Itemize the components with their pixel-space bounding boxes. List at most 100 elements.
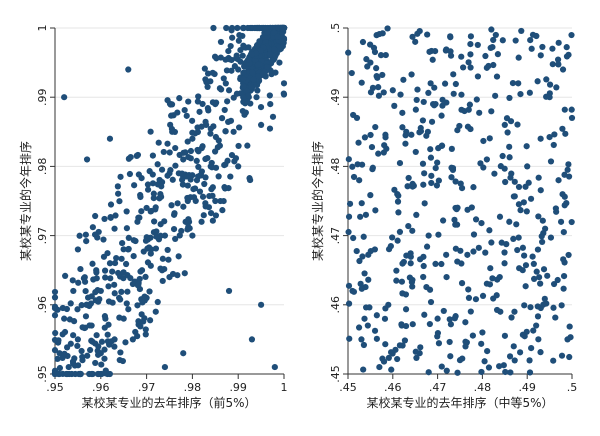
data-point-left bbox=[76, 232, 83, 239]
data-point-left bbox=[266, 92, 273, 99]
data-point-left bbox=[237, 46, 244, 54]
data-point-left bbox=[185, 98, 192, 105]
data-point-right bbox=[507, 369, 514, 376]
data-point-left bbox=[142, 326, 149, 333]
data-point-right bbox=[359, 161, 366, 168]
y-tick-label-left: 1 bbox=[36, 25, 49, 32]
data-point-left bbox=[134, 302, 141, 309]
data-point-left bbox=[222, 128, 229, 135]
data-point-left bbox=[101, 313, 109, 320]
data-point-left bbox=[161, 218, 168, 225]
data-point-left bbox=[164, 97, 171, 104]
data-point-left bbox=[74, 342, 81, 350]
data-point-left bbox=[77, 265, 84, 273]
data-point-right bbox=[555, 39, 562, 46]
data-point-left bbox=[168, 202, 175, 209]
data-point-left bbox=[267, 101, 274, 108]
data-point-right bbox=[474, 73, 482, 80]
data-point-left bbox=[223, 24, 230, 32]
data-point-left bbox=[125, 245, 132, 253]
data-point-right bbox=[494, 276, 501, 283]
data-point-left bbox=[247, 176, 254, 184]
data-point-left bbox=[147, 128, 154, 135]
data-point-left bbox=[171, 210, 178, 217]
data-point-right bbox=[522, 183, 529, 190]
data-point-right bbox=[420, 98, 427, 106]
data-point-right bbox=[533, 32, 540, 40]
data-point-right bbox=[511, 357, 518, 364]
data-point-right bbox=[375, 92, 383, 99]
data-point-right bbox=[360, 233, 367, 240]
data-point-right bbox=[475, 244, 482, 251]
data-point-right bbox=[478, 219, 485, 227]
data-point-right bbox=[534, 313, 542, 320]
data-point-left bbox=[228, 67, 235, 74]
data-point-right bbox=[405, 174, 412, 182]
data-point-right bbox=[519, 331, 526, 338]
x-tick-label-left: .95 bbox=[46, 381, 64, 394]
data-point-right bbox=[568, 106, 575, 113]
data-point-left bbox=[81, 274, 88, 281]
data-point-right bbox=[487, 265, 494, 272]
data-point-left bbox=[278, 24, 286, 32]
data-point-left bbox=[204, 154, 211, 162]
data-point-left bbox=[125, 234, 132, 242]
data-point-right bbox=[496, 363, 503, 370]
data-point-left bbox=[198, 218, 205, 225]
data-point-right bbox=[541, 295, 548, 302]
data-point-left bbox=[93, 332, 100, 339]
data-point-right bbox=[499, 37, 506, 44]
data-point-right bbox=[355, 139, 362, 146]
data-point-right bbox=[507, 174, 514, 181]
data-point-right bbox=[568, 114, 576, 122]
data-point-right bbox=[549, 45, 556, 52]
data-point-right bbox=[473, 96, 480, 103]
data-point-right bbox=[486, 135, 493, 142]
data-point-right bbox=[395, 192, 402, 199]
data-point-left bbox=[94, 234, 101, 241]
data-point-right bbox=[438, 260, 445, 268]
data-point-right bbox=[432, 100, 439, 108]
data-point-left bbox=[184, 138, 191, 145]
data-point-right bbox=[393, 267, 400, 274]
data-point-right bbox=[467, 125, 474, 133]
data-point-left bbox=[147, 250, 154, 257]
data-point-right bbox=[539, 43, 546, 51]
data-point-left bbox=[132, 237, 139, 245]
data-point-left bbox=[187, 147, 195, 155]
data-point-left bbox=[92, 359, 99, 367]
data-point-left bbox=[61, 350, 68, 357]
data-point-right bbox=[426, 48, 433, 55]
scatter-panel-left: .95.95 .96 .96 .97 .97 .98 .98 .99 .99 1 1 某校某专业的去… bbox=[18, 25, 288, 411]
data-point-right bbox=[467, 64, 474, 71]
data-point-right bbox=[394, 355, 401, 363]
data-point-right bbox=[442, 47, 449, 54]
data-point-left bbox=[157, 232, 164, 239]
data-point-right bbox=[360, 366, 367, 373]
data-point-left bbox=[106, 135, 114, 142]
data-point-left bbox=[87, 346, 94, 354]
data-point-left bbox=[118, 288, 125, 296]
data-point-right bbox=[452, 221, 459, 228]
data-point-left bbox=[242, 109, 249, 116]
data-point-right bbox=[465, 106, 472, 113]
data-point-left bbox=[51, 294, 59, 301]
data-point-right bbox=[393, 277, 400, 284]
data-point-right bbox=[399, 124, 406, 131]
data-point-left bbox=[107, 275, 114, 282]
data-point-left bbox=[214, 144, 221, 151]
data-point-left bbox=[235, 142, 242, 150]
data-point-left bbox=[262, 24, 269, 32]
data-point-right bbox=[389, 234, 396, 241]
data-point-left bbox=[146, 168, 153, 175]
data-point-left bbox=[174, 109, 181, 116]
data-point-left bbox=[149, 152, 156, 159]
data-point-right bbox=[470, 184, 477, 191]
data-point-right bbox=[474, 41, 481, 49]
data-point-left bbox=[219, 207, 226, 214]
data-point-left bbox=[170, 225, 178, 233]
data-point-right bbox=[560, 285, 567, 292]
data-point-left bbox=[92, 212, 99, 220]
data-point-right bbox=[363, 56, 370, 63]
data-point-right bbox=[435, 231, 442, 238]
